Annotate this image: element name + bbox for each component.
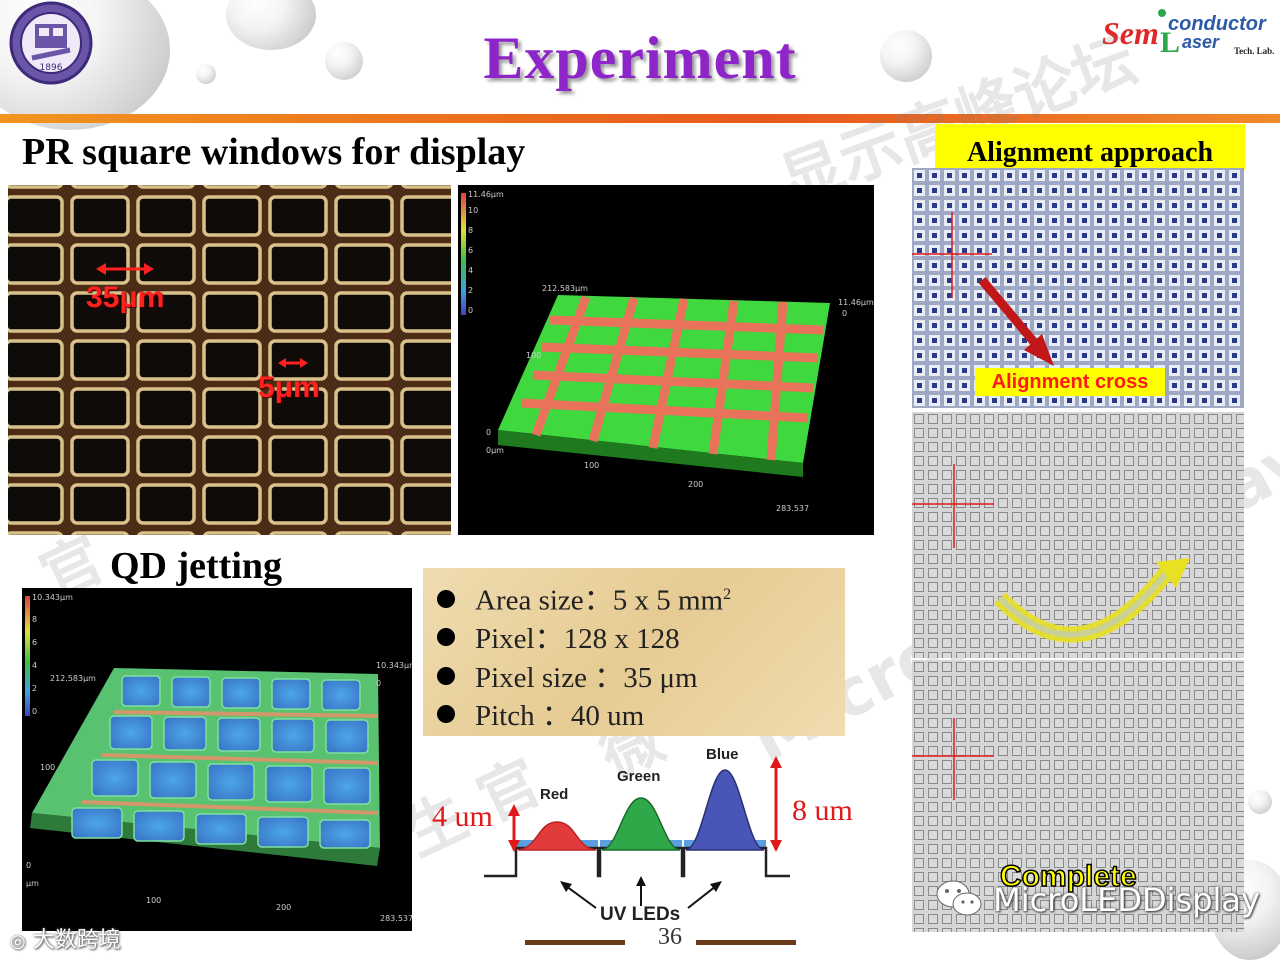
- lab-logo-laser: aser: [1182, 32, 1220, 52]
- page-number: 36: [658, 924, 682, 950]
- wechat-icon: [935, 878, 983, 926]
- lab-logo-tech: Tech. Lab.: [1234, 46, 1274, 56]
- decorative-bubble: [880, 30, 932, 82]
- qd-3d-surface-plot: 10.343μm 8 6 4 2 0: [22, 588, 412, 931]
- scale-tick: 8: [468, 226, 473, 235]
- scale-tick: 8: [32, 615, 37, 624]
- axis-label: 11.46μm: [838, 298, 874, 307]
- scale-tick: 2: [32, 684, 37, 693]
- pr-3d-surface-plot: 11.46μm 10 8 6 4 2 0 212.583μm 11.46μm 0…: [458, 185, 874, 535]
- scale-tick: 10: [468, 206, 478, 215]
- scale-tick: 0: [32, 707, 37, 716]
- blue-qd-peak: [685, 769, 765, 851]
- decorative-bubble: [196, 64, 216, 84]
- axis-label: 200: [688, 480, 703, 489]
- spec-item-pixel: Pixel：128 x 128: [437, 620, 845, 659]
- wechat-account-name: MicroLEDDisplay: [993, 881, 1260, 919]
- bullet-icon: [437, 705, 455, 724]
- axis-label: 100: [526, 351, 541, 360]
- red-label: Red: [540, 786, 569, 803]
- decorative-bubble: [1248, 790, 1272, 814]
- decorative-bubble: [325, 42, 363, 80]
- title-divider-bar: [0, 114, 1280, 123]
- axis-label: μm: [26, 879, 39, 888]
- seal-year: 1896: [40, 63, 63, 73]
- axis-label: 10.343μm: [376, 661, 412, 670]
- dimension-label-35um: 35μm: [86, 281, 165, 314]
- axis-label: 100: [40, 763, 55, 772]
- height-8um-label: 8 um: [792, 794, 853, 827]
- university-seal-logo: 1896: [8, 0, 94, 86]
- complete-label: Complete: [999, 859, 1137, 894]
- axis-label: 0: [486, 428, 491, 437]
- axis-label: 100: [146, 896, 161, 905]
- alignment-section-heading: Alignment approach: [935, 124, 1245, 170]
- axis-label: 0: [26, 861, 31, 870]
- bullet-icon: [437, 628, 455, 647]
- brand-logo-icon: ◎: [10, 931, 26, 952]
- lab-logo: Sem conductor L aser Tech. Lab.: [1100, 0, 1280, 60]
- scale-tick: 2: [468, 286, 473, 295]
- pr-section-heading: PR square windows for display: [22, 131, 526, 173]
- axis-label: 283.537: [776, 504, 809, 513]
- scale-tick: 6: [32, 638, 37, 647]
- spec-item-pitch: Pitch ：40 um: [437, 697, 845, 736]
- scale-tick: 0: [468, 306, 473, 315]
- axis-label: 0: [842, 309, 847, 318]
- axis-label: 283.537: [380, 914, 412, 923]
- scale-label: 11.46μm: [468, 190, 504, 199]
- axis-label: 0: [376, 679, 381, 688]
- green-label: Green: [617, 768, 661, 785]
- axis-label: 200: [276, 903, 291, 912]
- spec-box: Area size：5 x 5 mm2 Pixel：128 x 128 Pixe…: [423, 568, 845, 736]
- footer-line-right: [696, 940, 796, 945]
- alignment-grid-complete-image: [912, 660, 1244, 932]
- axis-label: 0μm: [486, 446, 504, 455]
- pr-microscope-image: 35μm 5μm: [8, 185, 451, 535]
- axis-label: 100: [584, 461, 599, 470]
- slide-title: Experiment: [483, 25, 797, 91]
- lab-logo-sem: Sem: [1102, 15, 1159, 51]
- green-qd-peak: [601, 797, 681, 851]
- spec-item-pixel-size: Pixel size ：35 μm: [437, 659, 845, 698]
- spec-item-area: Area size：5 x 5 mm2: [437, 576, 845, 620]
- lab-logo-conductor: conductor: [1168, 13, 1267, 35]
- scale-tick: 6: [468, 246, 473, 255]
- alignment-cross-label: Alignment cross: [975, 368, 1165, 396]
- blue-label: Blue: [706, 746, 739, 763]
- scale-tick: 4: [468, 266, 473, 275]
- axis-label: 212.583μm: [50, 674, 96, 683]
- scale-label: 10.343μm: [32, 593, 73, 602]
- bottom-left-watermark-text: 大数跨境: [32, 928, 121, 953]
- wechat-watermark: MicroLEDDisplay: [935, 878, 1260, 926]
- uv-leds-label: UV LEDs: [600, 904, 681, 925]
- scale-tick: 4: [32, 661, 37, 670]
- height-4um-label: 4 um: [432, 800, 493, 833]
- bullet-icon: [437, 666, 455, 685]
- svg-text:L: L: [1160, 26, 1180, 59]
- dimension-label-5um: 5μm: [258, 371, 320, 404]
- bullet-icon: [437, 589, 455, 608]
- qd-section-heading: QD jetting: [110, 545, 283, 587]
- spec-list: Area size：5 x 5 mm2 Pixel：128 x 128 Pixe…: [423, 568, 845, 736]
- alignment-grid-before-image: [912, 412, 1244, 658]
- axis-label: 212.583μm: [542, 284, 588, 293]
- qd-uv-led-diagram: Red Green Blue 4 um 8 um UV LEDs: [420, 740, 860, 940]
- footer-line-left: [525, 940, 625, 945]
- red-qd-peak: [517, 821, 597, 851]
- bottom-left-watermark: ◎ 大数跨境: [10, 922, 121, 954]
